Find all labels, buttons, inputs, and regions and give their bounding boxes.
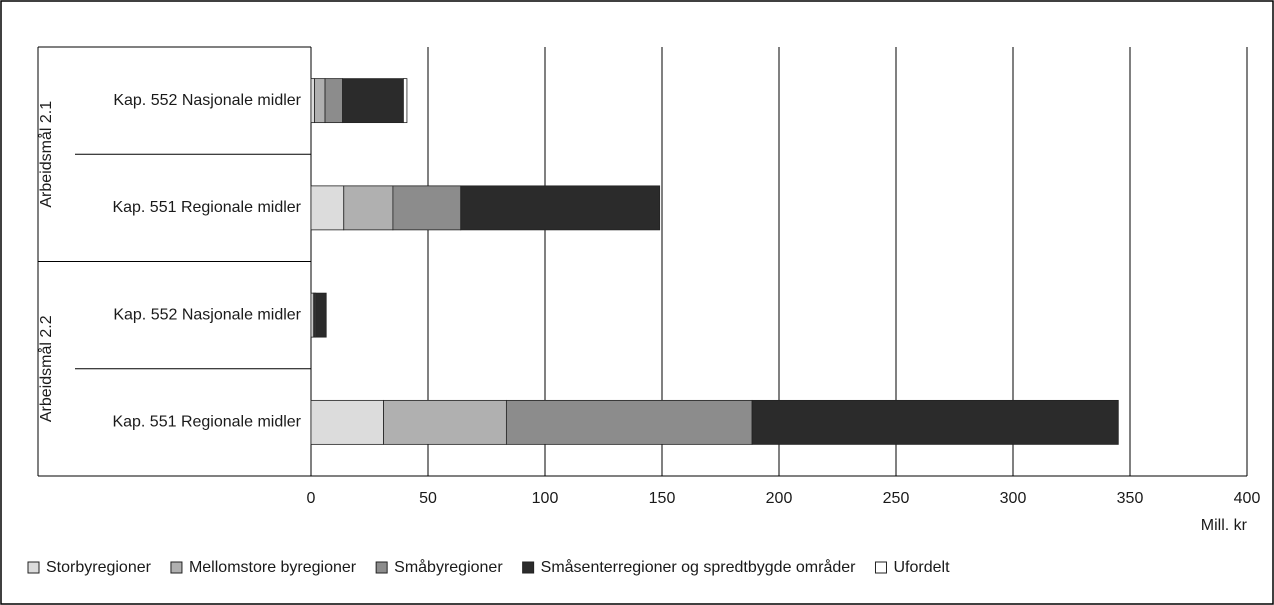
y-tick-label: Kap. 551 Regionale midler [112,414,301,431]
bar-segment [403,78,408,124]
x-tick-label: 150 [649,490,676,507]
legend-swatch [522,561,535,574]
bar-segment [315,292,327,338]
bar-segment [324,78,343,124]
legend-label: Småsenterregioner og spredtbygde områder [541,558,857,576]
bar-segment [460,185,661,231]
y-tick-label: Kap. 552 Nasjonale midler [113,306,301,323]
bar-segment [505,399,753,445]
y-tick-label: Kap. 551 Regionale midler [112,199,301,216]
x-tick-label: 300 [1000,490,1027,507]
bar-segment [310,185,345,231]
group-label: Arbeidsmål 2.1 [37,101,55,208]
legend-label: Mellomstore byregioner [189,559,357,576]
bar-segment [310,78,315,124]
y-tick-label: Kap. 552 Nasjonale midler [113,92,301,109]
legend-swatch [27,561,40,574]
x-tick-label: 0 [307,490,316,507]
legend-swatch [375,561,388,574]
bar-segment [383,399,507,445]
bar-segment [314,78,326,124]
legend-swatch [170,561,183,574]
group-label: Arbeidsmål 2.2 [37,315,55,422]
x-tick-label: 50 [419,490,437,507]
x-tick-label: 400 [1234,490,1261,507]
x-tick-label: 100 [532,490,559,507]
legend-swatch [874,561,887,574]
x-tick-label: 200 [766,490,793,507]
bar-segment [392,185,462,231]
bar-segment [751,399,1119,445]
bar-segment [310,399,384,445]
x-tick-label: 250 [883,490,910,507]
bar-segment [342,78,404,124]
legend-label: Ufordelt [893,559,950,576]
legend-label: Storbyregioner [46,559,152,576]
legend-label: Småbyregioner [394,558,503,576]
x-axis-label: Mill. kr [1201,517,1248,534]
x-tick-label: 350 [1117,490,1144,507]
bar-segment [343,185,394,231]
